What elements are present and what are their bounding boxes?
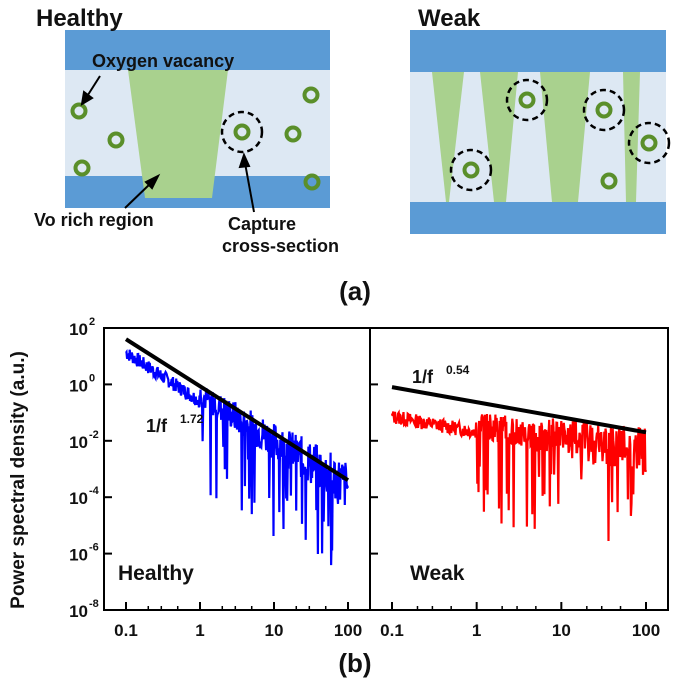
vacancy-marker — [73, 159, 91, 177]
healthy-title: Healthy — [36, 5, 123, 32]
vo-rich-region-label: Vo rich region — [34, 210, 154, 230]
x-tick-label: 0.1 — [114, 621, 138, 640]
capture-ring — [449, 148, 493, 192]
y-tick-label: 10 — [69, 433, 88, 452]
plot-frame — [103, 327, 669, 611]
y-tick-label: 10 — [69, 320, 88, 339]
vo-rich-filament — [480, 72, 518, 202]
capture-ring — [582, 88, 626, 132]
healthy-diagram: Healthy Oxygen vacancy Vo rich region Ca… — [34, 5, 339, 256]
x-tick-label: 10 — [265, 621, 284, 640]
y-axis-label: Power spectral density (a.u.) — [8, 351, 29, 609]
healthy-panel-label: Healthy — [118, 562, 194, 585]
weak-top-electrode — [410, 30, 666, 72]
vacancy-marker — [302, 86, 320, 104]
healthy-fit-exponent: 1.72 — [180, 412, 204, 426]
x-tick-label: 1 — [472, 621, 481, 640]
healthy-vacancies — [70, 86, 321, 191]
weak-fit-line — [391, 385, 647, 435]
weak-vo-rich-filaments — [432, 72, 640, 202]
healthy-fit-label: 1/f — [146, 416, 168, 436]
capture-label-line1: Capture — [228, 214, 296, 234]
caption-b: (b) — [338, 648, 371, 678]
x-tick-label: 10 — [552, 621, 571, 640]
capture-cross-section-ring — [220, 110, 264, 154]
weak-title: Weak — [418, 5, 481, 32]
vacancy-marker — [233, 123, 251, 141]
y-tick-exponent: -6 — [89, 542, 99, 554]
y-tick-exponent: 2 — [89, 316, 95, 328]
weak-diagram: Weak — [410, 5, 671, 234]
y-tick-exponent: -2 — [89, 429, 99, 441]
x-tick-label: 100 — [334, 621, 362, 640]
weak-bottom-electrode — [410, 202, 666, 234]
weak-psd-series — [390, 409, 648, 542]
vacancy-marker — [640, 134, 658, 152]
vacancy-marker — [303, 173, 321, 191]
vacancy-marker — [600, 172, 618, 190]
weak-fit-label: 1/f — [412, 367, 434, 387]
capture-label-line2: cross-section — [222, 236, 339, 256]
y-tick-label: 10 — [69, 489, 88, 508]
vo-rich-filament — [623, 72, 640, 202]
healthy-psd-series — [125, 349, 350, 566]
y-tick-label: 10 — [69, 376, 88, 395]
weak-vacancies — [462, 91, 658, 190]
y-tick-exponent: 0 — [89, 372, 95, 384]
healthy-fit-line — [124, 337, 350, 482]
y-tick-label: 10 — [69, 546, 88, 565]
x-tick-label: 0.1 — [380, 621, 404, 640]
capture-ring — [505, 78, 549, 122]
healthy-top-electrode — [65, 30, 330, 70]
vacancy-marker — [595, 101, 613, 119]
capture-arrow — [244, 162, 255, 213]
vacancy-marker — [107, 131, 125, 149]
healthy-vo-rich-region — [128, 70, 228, 198]
vo-rich-arrow — [124, 181, 153, 209]
vo-rich-filament — [432, 72, 464, 202]
weak-panel-label: Weak — [410, 562, 465, 585]
x-tick-label: 100 — [632, 621, 660, 640]
vo-rich-arrowhead — [144, 173, 161, 190]
healthy-arrows — [80, 75, 255, 213]
weak-capture-rings — [449, 78, 671, 192]
capture-ring — [627, 121, 671, 165]
x-tick-label: 1 — [195, 621, 204, 640]
capture-arrowhead — [238, 152, 251, 169]
y-tick-label: 10 — [69, 602, 88, 621]
y-tick-exponent: -8 — [89, 598, 99, 610]
oxygen-vacancy-label: Oxygen vacancy — [92, 51, 234, 71]
weak-fit-exponent: 0.54 — [446, 363, 470, 377]
vacancy-arrowhead — [80, 90, 94, 106]
vacancy-marker — [70, 102, 88, 120]
caption-a: (a) — [339, 276, 371, 306]
vacancy-marker — [284, 125, 302, 143]
vo-rich-filament — [540, 72, 590, 202]
y-tick-exponent: -4 — [89, 485, 100, 497]
vacancy-marker — [518, 91, 536, 109]
vacancy-marker — [462, 161, 480, 179]
